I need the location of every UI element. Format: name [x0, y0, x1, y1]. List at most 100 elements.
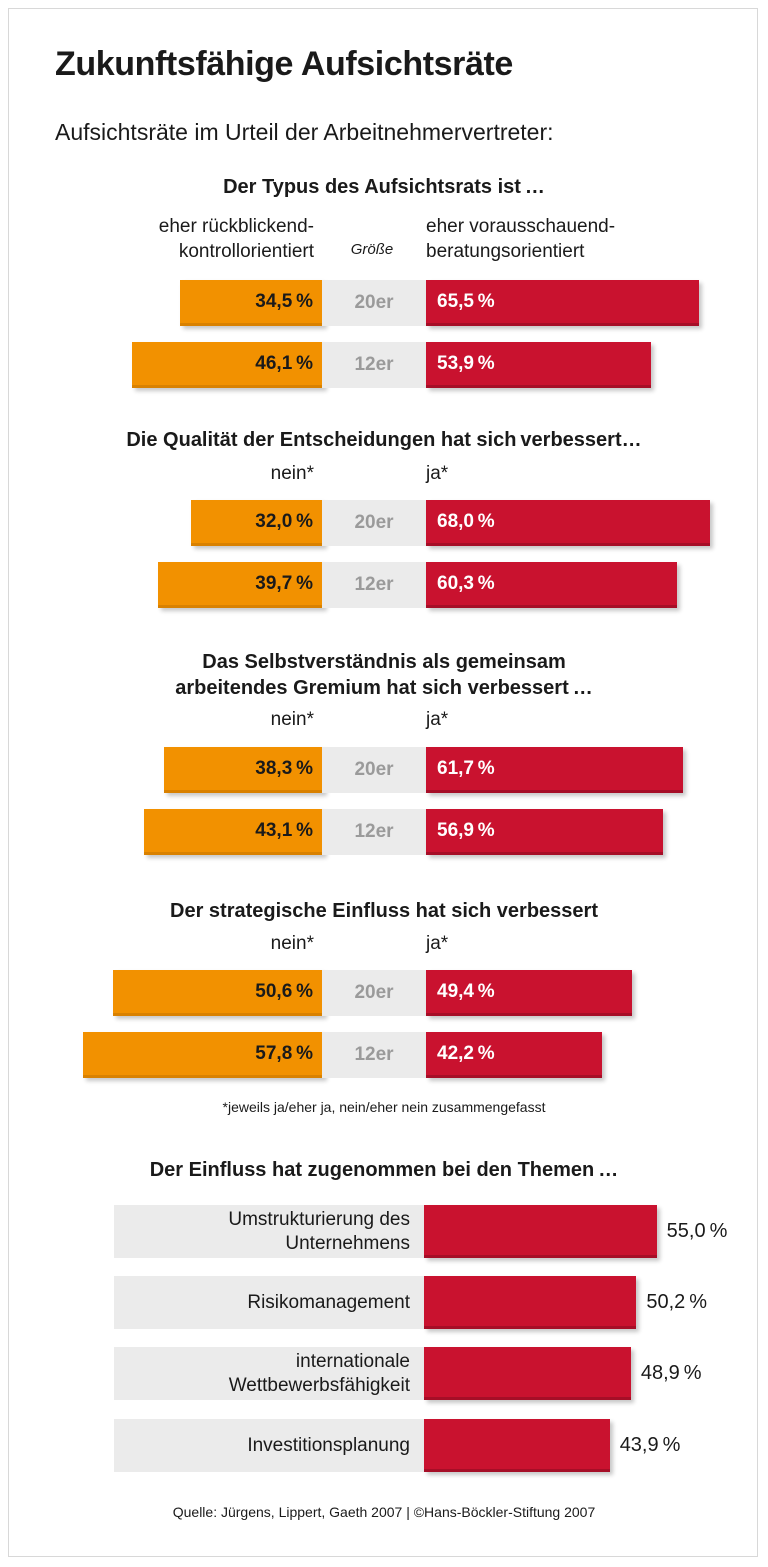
column-label-right: eher vorausschauend-beratungsorientiert — [426, 214, 746, 264]
theme-label-line: Unternehmens — [285, 1232, 410, 1254]
bar-right-value: 68,0 % — [437, 511, 495, 532]
column-label-right: ja* — [426, 931, 746, 956]
theme-label-text: Risikomanagement — [114, 1276, 424, 1329]
column-label-right-line: ja* — [426, 709, 449, 730]
diverging-bar-row: 57,8 % 12er 42,2 % — [9, 1032, 759, 1078]
column-label-right-line: beratungsorientiert — [426, 241, 585, 262]
bar-left-value: 34,5 % — [255, 291, 313, 312]
column-label-left-line: nein* — [270, 463, 314, 484]
theme-value: 48,9 % — [640, 1362, 702, 1384]
theme-value: 50,2 % — [646, 1291, 708, 1313]
theme-bar — [424, 1205, 657, 1258]
column-label-left-line: nein* — [270, 709, 314, 730]
size-band: 12er — [322, 342, 426, 388]
theme-label: internationale Wettbewerbsfähigkeit — [114, 1347, 424, 1400]
bar-left: 38,3 % — [164, 747, 324, 793]
size-label: 20er — [354, 512, 394, 533]
bar-right: 53,9 % — [426, 342, 651, 388]
bar-right: 61,7 % — [426, 747, 684, 793]
column-label-right: ja* — [426, 461, 746, 486]
section-heading-line: Die Qualität der Entscheidungen hat sich… — [126, 429, 642, 451]
size-band: 20er — [322, 747, 426, 793]
footnote: *jeweils ja/eher ja, nein/eher nein zusa… — [222, 1099, 546, 1115]
page-subtitle: Aufsichtsräte im Urteil der Arbeitnehmer… — [55, 119, 554, 145]
theme-label-text: internationale Wettbewerbsfähigkeit — [114, 1347, 424, 1400]
theme-label-line: Risikomanagement — [247, 1291, 410, 1313]
size-label: 20er — [354, 982, 394, 1003]
diverging-bar-row: 34,5 % 20er 65,5 % — [9, 280, 759, 326]
bar-right: 49,4 % — [426, 970, 632, 1016]
theme-label: Umstrukturierung des Unternehmens — [114, 1205, 424, 1258]
theme-label-line: Investitionsplanung — [247, 1434, 410, 1456]
section-heading: Die Qualität der Entscheidungen hat sich… — [9, 427, 759, 453]
bar-right-value: 49,4 % — [437, 981, 495, 1002]
theme-row: internationale Wettbewerbsfähigkeit 48,9 % — [9, 1347, 759, 1400]
diverging-bar-row: 46,1 % 12er 53,9 % — [9, 342, 759, 388]
theme-label-line: Wettbewerbsfähigkeit — [228, 1374, 410, 1396]
column-label-left: nein* — [9, 707, 314, 732]
theme-label-text: Umstrukturierung des Unternehmens — [114, 1205, 424, 1258]
column-label-right: ja* — [426, 707, 746, 732]
size-band: 12er — [322, 809, 426, 855]
section-heading-line: Der Typus des Aufsichtsrats ist … — [223, 176, 545, 198]
section-heading-line: arbeitendes Gremium hat sich verbessert … — [175, 677, 593, 699]
bar-left-value: 39,7 % — [255, 573, 313, 594]
bar-left: 46,1 % — [131, 342, 324, 388]
diverging-bar-row: 43,1 % 12er 56,9 % — [9, 809, 759, 855]
bar-right-value: 60,3 % — [437, 573, 495, 594]
size-label: 20er — [354, 759, 394, 780]
theme-bar — [424, 1419, 610, 1472]
bar-right: 42,2 % — [426, 1032, 602, 1078]
bar-right: 65,5 % — [426, 280, 700, 326]
column-label-right-line: eher vorausschauend- — [426, 216, 616, 237]
bar-left: 43,1 % — [144, 809, 324, 855]
source-line: Quelle: Jürgens, Lippert, Gaeth 2007 | ©… — [172, 1504, 596, 1520]
size-label: 12er — [354, 354, 394, 375]
bar-right-value: 53,9 % — [437, 353, 495, 374]
theme-row: Umstrukturierung des Unternehmens 55,0 % — [9, 1205, 759, 1258]
bar-left: 57,8 % — [82, 1032, 324, 1078]
bar-left-value: 46,1 % — [255, 353, 313, 374]
theme-value: 55,0 % — [666, 1220, 728, 1242]
size-band: 20er — [322, 970, 426, 1016]
column-label-right-line: ja* — [426, 463, 449, 484]
size-band: 12er — [322, 1032, 426, 1078]
section-heading: Der strategische Einfluss hat sich verbe… — [9, 898, 759, 924]
column-label-left-line: eher rückblickend- — [158, 216, 314, 237]
bar-right: 60,3 % — [426, 562, 678, 608]
infographic-card: Zukunftsfähige Aufsichtsräte Aufsichtsrä… — [8, 8, 758, 1557]
size-band: 20er — [322, 280, 426, 326]
column-label-left-line: nein* — [270, 933, 314, 954]
bar-left-value: 38,3 % — [255, 758, 313, 779]
bar-left: 32,0 % — [190, 500, 324, 546]
column-label-right-line: ja* — [426, 933, 449, 954]
size-band: 20er — [322, 500, 426, 546]
diverging-bar-row: 32,0 % 20er 68,0 % — [9, 500, 759, 546]
section-heading-line: Das Selbstverständnis als gemeinsam — [202, 651, 566, 673]
bar-right: 68,0 % — [426, 500, 710, 546]
bar-right-value: 65,5 % — [437, 291, 495, 312]
size-label: 20er — [354, 292, 394, 313]
diverging-bar-row: 39,7 % 12er 60,3 % — [9, 562, 759, 608]
bar-right: 56,9 % — [426, 809, 664, 855]
theme-row: Investitionsplanung 43,9 % — [9, 1419, 759, 1472]
bar-left-value: 43,1 % — [255, 820, 313, 841]
theme-label-text: Investitionsplanung — [114, 1419, 424, 1472]
size-label: 12er — [354, 574, 394, 595]
section-heading-line: Der strategische Einfluss hat sich verbe… — [170, 900, 598, 922]
theme-label: Risikomanagement — [114, 1276, 424, 1329]
page-title: Zukunftsfähige Aufsichtsräte — [55, 45, 513, 83]
diverging-bar-row: 38,3 % 20er 61,7 % — [9, 747, 759, 793]
bar-right-value: 56,9 % — [437, 820, 495, 841]
column-label-left-line: kontrollorientiert — [178, 241, 314, 262]
theme-label: Investitionsplanung — [114, 1419, 424, 1472]
column-label-size: Größe — [350, 241, 394, 258]
bar-right-value: 61,7 % — [437, 758, 495, 779]
section-heading: Der Typus des Aufsichtsrats ist … — [9, 174, 759, 200]
theme-label-line: internationale — [295, 1350, 410, 1372]
column-label-left: eher rückblickend-kontrollorientiert — [9, 214, 314, 264]
theme-label-line: Umstrukturierung des — [228, 1208, 410, 1230]
bar-left: 39,7 % — [158, 562, 324, 608]
theme-bar — [424, 1347, 631, 1400]
diverging-bar-row: 50,6 % 20er 49,4 % — [9, 970, 759, 1016]
